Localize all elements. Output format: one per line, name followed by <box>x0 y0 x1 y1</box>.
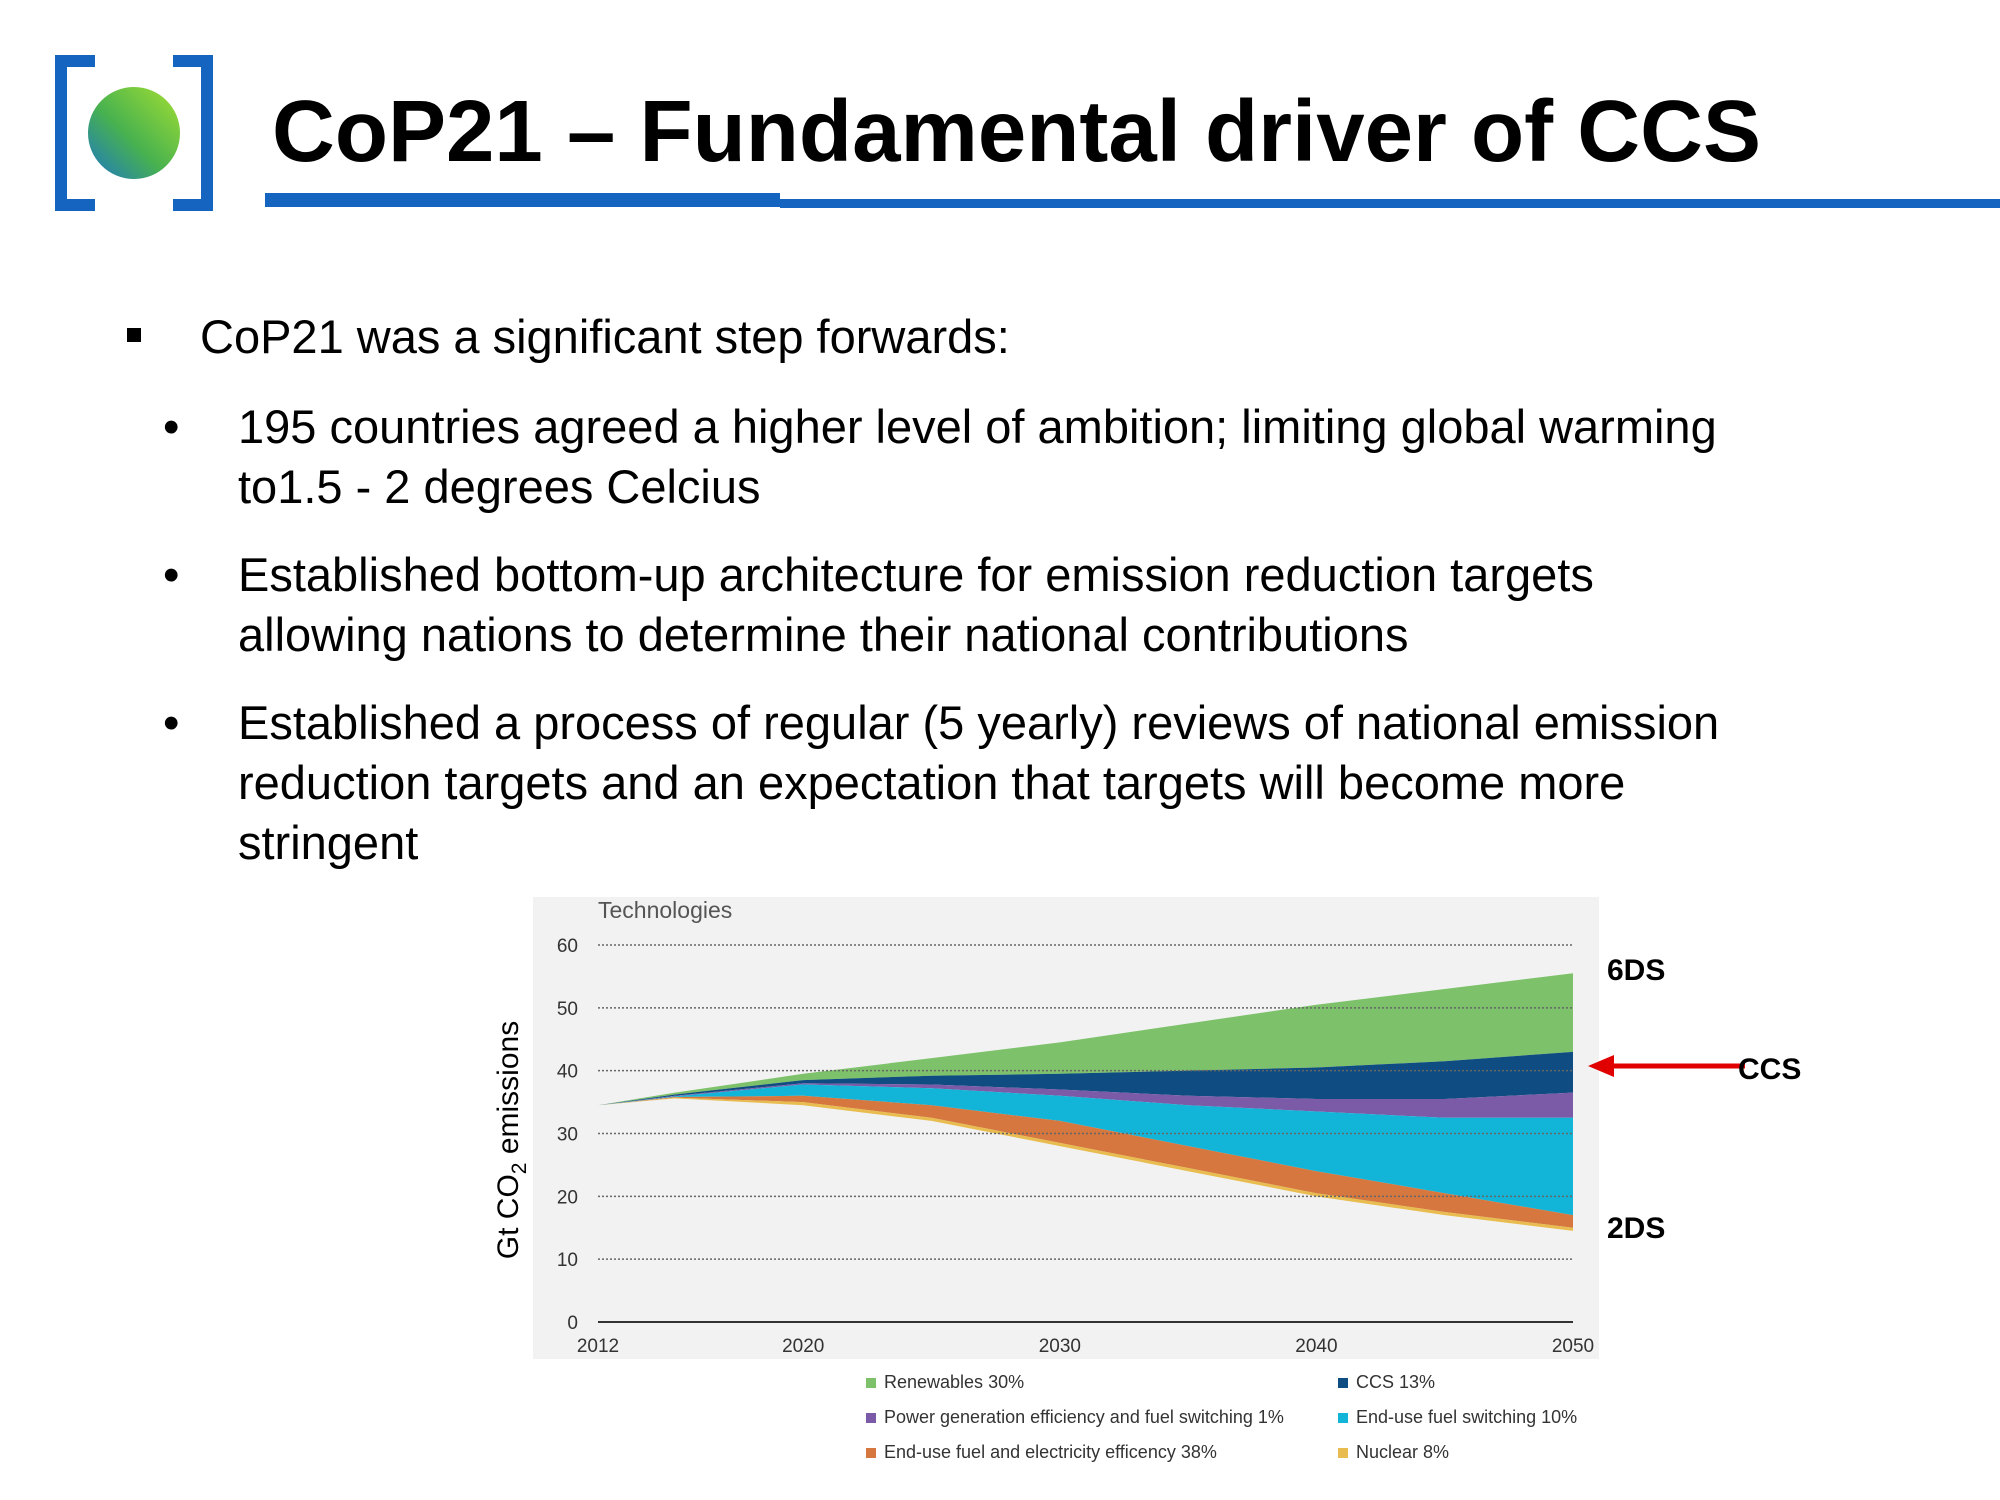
bullet-main: CoP21 was a significant step forwards: <box>200 310 1010 363</box>
area-series-6 <box>598 1097 1573 1231</box>
legend-label: End-use fuel switching 10% <box>1356 1407 1578 1427</box>
area-series-4 <box>598 1084 1573 1216</box>
legend-item: Power generation efficiency and fuel swi… <box>866 1407 1284 1428</box>
y-tick-label: 60 <box>557 936 578 957</box>
ccs-arrow-head-icon <box>1588 1055 1614 1077</box>
legend-label: Power generation efficiency and fuel swi… <box>884 1407 1284 1427</box>
y-tick-label: 10 <box>557 1250 578 1271</box>
bullet-3-line-3: stringent <box>238 816 419 869</box>
y-tick-label: 50 <box>557 999 578 1020</box>
y-tick-label: 40 <box>557 1062 578 1083</box>
x-tick-label: 2030 <box>1039 1336 1081 1357</box>
title-underline-thin <box>780 199 2000 208</box>
annotation-6ds: 6DS <box>1607 954 1666 987</box>
bullet-1-line-1: 195 countries agreed a higher level of a… <box>238 400 1717 453</box>
area-series-3 <box>598 1083 1573 1118</box>
legend-label: CCS 13% <box>1356 1372 1436 1392</box>
y-tick-label: 0 <box>567 1313 578 1334</box>
bullet-2-line-1: Established bottom-up architecture for e… <box>238 548 1594 601</box>
x-tick-label: 2020 <box>782 1336 824 1357</box>
legend-item: End-use fuel switching 10% <box>1338 1407 1577 1428</box>
legend-label: Nuclear 8% <box>1356 1442 1450 1462</box>
legend-label: Renewables 30% <box>884 1372 1025 1392</box>
chart-areas <box>598 973 1573 1231</box>
dot-bullet-icon: • <box>163 548 180 601</box>
x-tick-label: 2012 <box>577 1336 619 1357</box>
title-underline-thick <box>265 193 780 207</box>
area-series-2 <box>598 1051 1573 1106</box>
logo <box>55 55 213 211</box>
legend-swatch <box>1338 1378 1348 1389</box>
area-series-1 <box>598 973 1573 1106</box>
legend-item: CCS 13% <box>1338 1372 1435 1393</box>
dot-bullet-icon: • <box>163 696 180 749</box>
dot-bullet-icon: • <box>163 400 180 453</box>
bullet-3-line-2: reduction targets and an expectation tha… <box>238 756 1626 809</box>
legend-swatch <box>1338 1448 1348 1459</box>
chart-title: Technologies <box>598 897 732 923</box>
area-series-5 <box>598 1095 1573 1228</box>
legend-label: End-use fuel and electricity efficency 3… <box>884 1442 1217 1462</box>
square-bullet-icon <box>127 328 141 342</box>
annotation-ccs: CCS <box>1738 1053 1802 1086</box>
bullet-2-line-2: allowing nations to determine their nati… <box>238 608 1409 661</box>
logo-ball-icon <box>88 87 180 179</box>
page-title: CoP21 – Fundamental driver of CCS <box>272 83 1761 180</box>
logo-bracket-left <box>55 55 95 211</box>
y-tick-label: 20 <box>557 1187 578 1208</box>
legend-item: Renewables 30% <box>866 1372 1024 1393</box>
legend-item: Nuclear 8% <box>1338 1442 1449 1463</box>
annotation-2ds: 2DS <box>1607 1212 1666 1245</box>
bullet-1-line-2: to1.5 - 2 degrees Celcius <box>238 460 761 513</box>
x-tick-label: 2040 <box>1295 1336 1337 1357</box>
y-axis-label: Gt CO2 emissions <box>492 1021 531 1259</box>
legend-swatch <box>866 1448 876 1459</box>
y-tick-label: 30 <box>557 1125 578 1146</box>
bullet-3-line-1: Established a process of regular (5 year… <box>238 696 1720 749</box>
logo-bracket-right <box>173 55 213 211</box>
legend-swatch <box>866 1378 876 1389</box>
chart-grid <box>598 944 1573 1260</box>
x-tick-label: 2050 <box>1552 1336 1594 1357</box>
legend-swatch <box>866 1413 876 1424</box>
legend-item: End-use fuel and electricity efficency 3… <box>866 1442 1217 1463</box>
legend-swatch <box>1338 1413 1348 1424</box>
